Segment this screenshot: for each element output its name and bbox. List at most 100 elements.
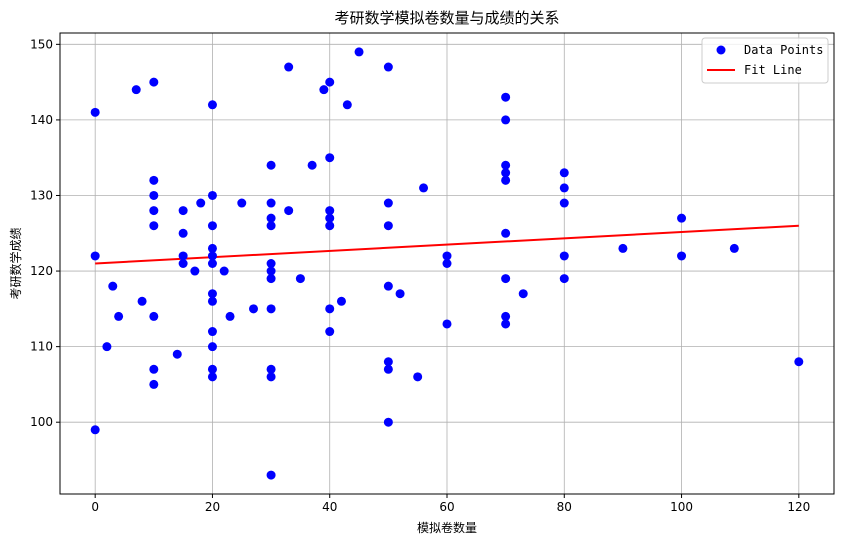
data-point <box>319 85 329 95</box>
data-point <box>207 364 217 374</box>
data-point <box>266 221 276 231</box>
data-point <box>325 206 335 216</box>
data-point <box>266 160 276 170</box>
legend-box <box>701 37 829 84</box>
data-points-layer <box>90 47 804 480</box>
y-tick-label: 150 <box>30 37 53 51</box>
data-point <box>90 251 100 261</box>
data-point <box>559 251 569 261</box>
data-point <box>207 251 217 261</box>
data-point <box>178 228 188 238</box>
legend: Data Points Fit Line <box>701 37 829 84</box>
data-point <box>207 190 217 200</box>
legend-label-data-points: Data Points <box>744 43 823 57</box>
data-point <box>325 304 335 314</box>
data-point <box>237 198 247 208</box>
data-point <box>178 259 188 268</box>
data-point <box>677 251 687 261</box>
data-point <box>249 304 258 314</box>
data-point <box>501 274 511 284</box>
data-point <box>442 319 452 329</box>
data-point <box>149 221 159 231</box>
data-point <box>131 85 141 95</box>
data-point <box>325 153 335 163</box>
y-tick-label: 130 <box>30 188 53 202</box>
ticks: 0 20 40 60 80 100 120 100 110 120 130 140 150 <box>30 37 810 514</box>
data-point <box>501 228 511 238</box>
data-point <box>383 198 393 208</box>
data-point <box>307 160 317 170</box>
data-point <box>266 372 276 382</box>
data-point <box>342 100 352 110</box>
data-point <box>149 206 159 216</box>
y-tick-label: 140 <box>30 113 53 127</box>
x-tick-label: 40 <box>322 500 337 514</box>
data-point <box>559 274 569 284</box>
y-tick-label: 120 <box>30 264 53 278</box>
data-point <box>325 77 335 87</box>
y-axis-label: 考研数学成绩 <box>8 227 23 299</box>
data-point <box>266 274 276 284</box>
data-point <box>383 357 393 367</box>
x-tick-label: 0 <box>91 500 99 514</box>
data-point <box>149 175 159 185</box>
data-point <box>102 342 112 352</box>
legend-marker-data-points <box>716 45 726 55</box>
data-point <box>325 221 335 231</box>
data-point <box>354 47 364 57</box>
data-point <box>207 342 217 352</box>
data-point <box>325 327 335 337</box>
data-point <box>225 311 235 321</box>
data-point <box>729 243 739 253</box>
data-point <box>90 425 100 435</box>
data-point <box>442 259 452 268</box>
x-tick-label: 120 <box>787 500 810 514</box>
data-point <box>266 470 276 480</box>
data-point <box>383 281 393 291</box>
x-tick-label: 20 <box>205 500 220 514</box>
data-point <box>149 77 159 87</box>
data-point <box>383 417 393 427</box>
data-point <box>501 115 511 125</box>
data-point <box>395 289 405 299</box>
data-point <box>501 92 511 102</box>
data-point <box>284 62 294 72</box>
data-point <box>559 183 569 193</box>
data-point <box>383 221 393 231</box>
x-tick-label: 60 <box>439 500 454 514</box>
data-point <box>266 198 276 208</box>
data-point <box>207 259 217 268</box>
data-point <box>266 364 276 374</box>
data-point <box>207 221 217 231</box>
data-point <box>266 259 276 268</box>
legend-label-fit-line: Fit Line <box>744 63 802 77</box>
data-point <box>149 311 159 321</box>
data-point <box>677 213 687 223</box>
data-point <box>419 183 429 193</box>
data-point <box>137 296 147 306</box>
data-point <box>501 311 511 321</box>
data-point <box>295 274 305 284</box>
data-point <box>196 198 206 208</box>
data-point <box>442 251 452 261</box>
data-point <box>336 296 346 306</box>
data-point <box>325 213 335 223</box>
x-axis-label: 模拟卷数量 <box>417 520 477 535</box>
data-point <box>794 357 804 367</box>
data-point <box>266 304 276 314</box>
data-point <box>383 62 393 72</box>
y-tick-label: 100 <box>30 415 53 429</box>
data-point <box>90 107 100 117</box>
data-point <box>518 289 528 299</box>
x-tick-label: 100 <box>670 500 693 514</box>
chart-title: 考研数学模拟卷数量与成绩的关系 <box>334 9 559 27</box>
y-tick-label: 110 <box>30 340 53 354</box>
data-point <box>501 168 511 178</box>
data-point <box>559 198 569 208</box>
data-point <box>207 243 217 253</box>
data-point <box>178 206 188 216</box>
data-point <box>178 251 188 261</box>
data-point <box>190 266 200 276</box>
data-point <box>149 364 159 374</box>
